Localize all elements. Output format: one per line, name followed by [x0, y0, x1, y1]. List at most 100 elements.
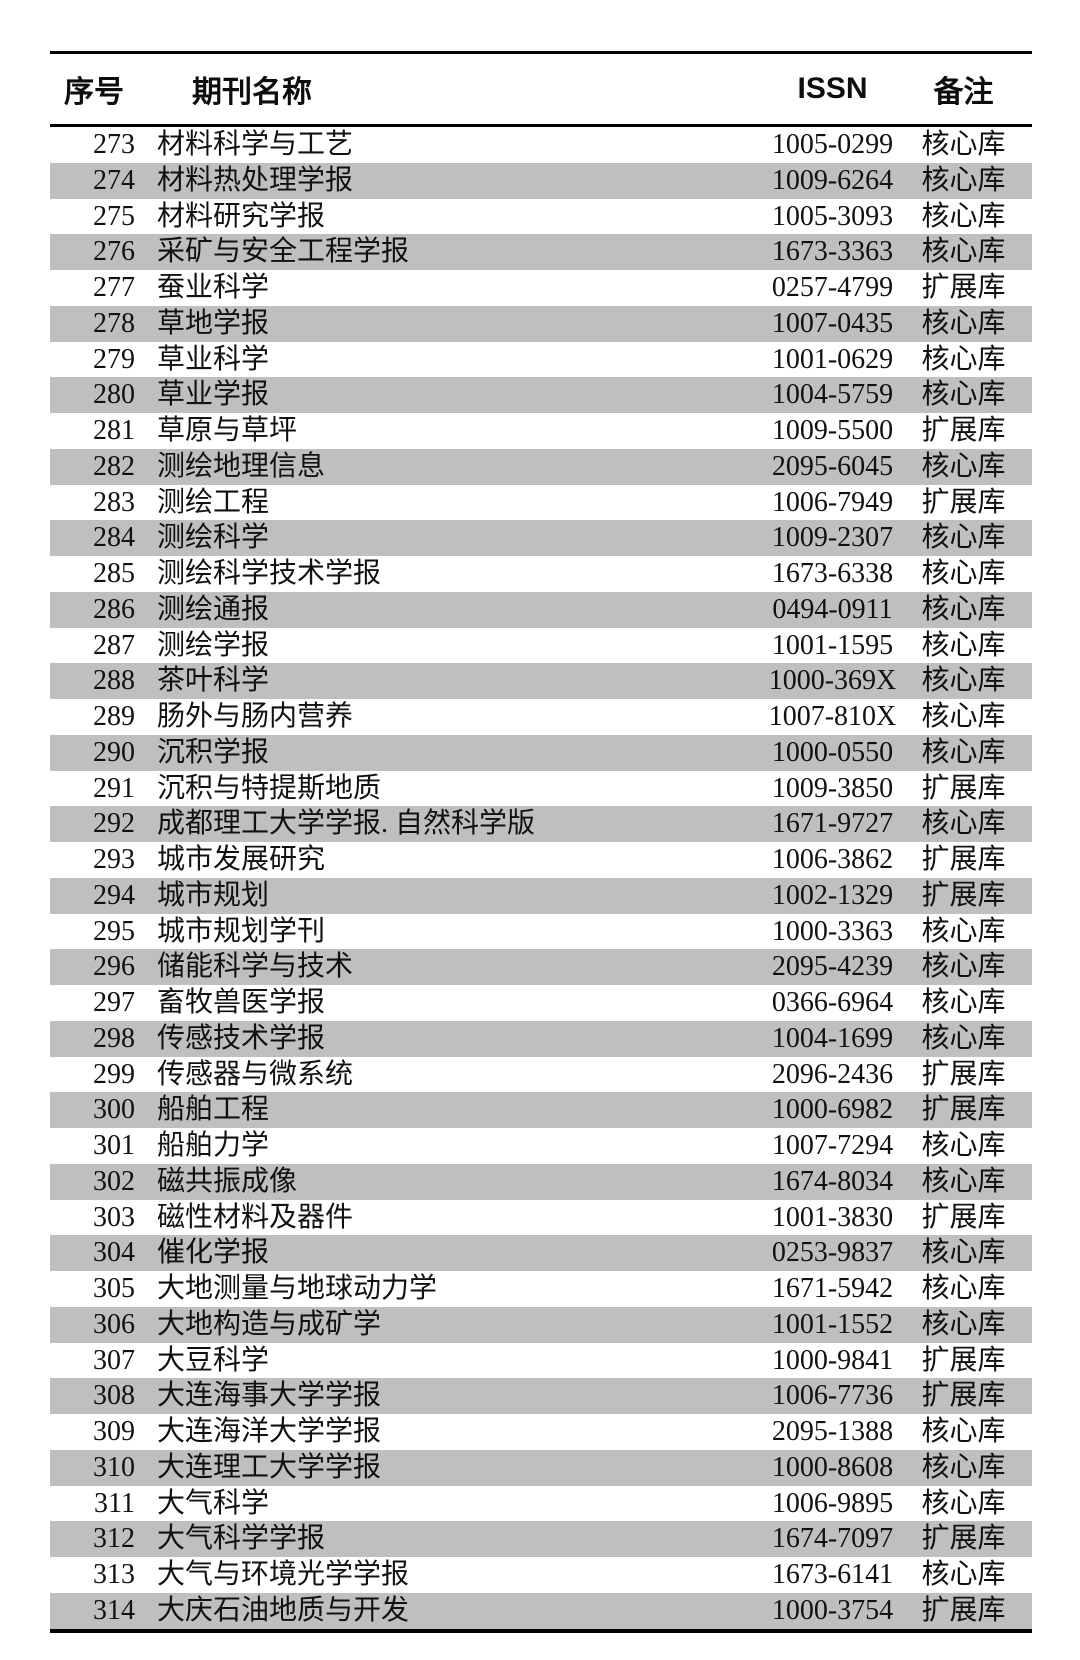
remark-value: 扩展库 — [921, 879, 1006, 911]
remark-value: 核心库 — [921, 379, 1006, 411]
row-number: 287 — [93, 629, 135, 661]
remark-value: 核心库 — [921, 558, 1006, 589]
row-number: 276 — [93, 236, 135, 268]
row-number: 295 — [93, 915, 135, 947]
remark-value: 扩展库 — [921, 1058, 1006, 1090]
remark-value: 核心库 — [921, 1416, 1006, 1447]
issn-value: 1006-7736 — [771, 1380, 894, 1412]
journal-name: 茶叶科学 — [157, 665, 270, 697]
journal-name: 船舶工程 — [157, 1094, 270, 1126]
journal-name: 肠外与肠内营养 — [157, 701, 354, 732]
remark-value: 核心库 — [921, 736, 1006, 768]
row-number: 284 — [93, 522, 135, 554]
column-header-remark: 备注 — [933, 76, 994, 109]
row-number: 314 — [93, 1594, 135, 1626]
issn-value: 1671-5942 — [771, 1273, 894, 1304]
row-number: 303 — [93, 1201, 135, 1233]
row-number: 275 — [93, 200, 135, 232]
remark-value: 核心库 — [921, 164, 1006, 196]
row-number: 306 — [93, 1308, 135, 1340]
row-number: 301 — [93, 1130, 135, 1161]
issn-value: 1004-1699 — [771, 1022, 894, 1054]
remark-value: 核心库 — [921, 307, 1006, 339]
row-number: 308 — [93, 1380, 135, 1412]
issn-value: 1006-9895 — [771, 1487, 894, 1519]
row-number: 279 — [93, 343, 135, 375]
table-body: 273 材料科学与工艺 1005-0299 核心库 274 材料热处理学报 10… — [50, 127, 1032, 1633]
row-number: 299 — [93, 1058, 135, 1090]
issn-value: 1006-3862 — [771, 844, 894, 875]
table-row: 282 测绘地理信息 2095-6045 核心库 — [50, 448, 1032, 485]
table-row: 313 大气与环境光学学报 1673-6141 核心库 — [50, 1557, 1032, 1593]
issn-value: 1006-7949 — [771, 486, 894, 518]
remark-value: 核心库 — [921, 450, 1006, 482]
journal-name: 船舶力学 — [157, 1130, 270, 1161]
row-number: 304 — [93, 1237, 135, 1269]
journal-name: 沉积与特提斯地质 — [157, 772, 382, 804]
table-row: 276 采矿与安全工程学报 1673-3363 核心库 — [50, 234, 1032, 270]
journal-name: 测绘通报 — [157, 593, 270, 625]
table-row: 314 大庆石油地质与开发 1000-3754 扩展库 — [50, 1592, 1032, 1629]
remark-value: 核心库 — [921, 808, 1006, 840]
journal-name: 材料研究学报 — [157, 200, 326, 232]
remark-value: 核心库 — [921, 629, 1006, 661]
issn-value: 2095-6045 — [771, 450, 894, 482]
journal-name: 大气科学学报 — [157, 1523, 326, 1555]
remark-value: 核心库 — [921, 1273, 1006, 1304]
journal-list-table: 序号 期刊名称 ISSN 备注 273 材料科学与工艺 1005-0299 核心… — [50, 51, 1032, 1633]
row-number: 313 — [93, 1559, 135, 1590]
remark-value: 核心库 — [921, 343, 1006, 375]
journal-name: 测绘科学技术学报 — [157, 558, 382, 589]
table-row: 280 草业学报 1004-5759 核心库 — [50, 377, 1032, 413]
row-number: 312 — [93, 1523, 135, 1555]
table-row: 281 草原与草坪 1009-5500 扩展库 — [50, 413, 1032, 449]
journal-name: 大地构造与成矿学 — [157, 1308, 382, 1340]
remark-value: 核心库 — [921, 987, 1006, 1018]
row-number: 281 — [93, 415, 135, 446]
issn-value: 1005-0299 — [771, 129, 894, 160]
row-number: 280 — [93, 379, 135, 411]
journal-name: 城市发展研究 — [157, 844, 326, 875]
issn-value: 1000-9841 — [771, 1344, 894, 1376]
row-number: 302 — [93, 1165, 135, 1197]
journal-name: 城市规划 — [157, 879, 270, 911]
remark-value: 核心库 — [921, 1559, 1006, 1590]
row-number: 283 — [93, 486, 135, 518]
issn-value: 0257-4799 — [771, 272, 894, 303]
table-row: 311 大气科学 1006-9895 核心库 — [50, 1485, 1032, 1522]
journal-name: 磁性材料及器件 — [157, 1201, 354, 1233]
row-number: 310 — [93, 1451, 135, 1483]
journal-name: 畜牧兽医学报 — [157, 987, 326, 1018]
row-number: 294 — [93, 879, 135, 911]
issn-value: 0494-0911 — [772, 593, 893, 625]
issn-value: 1009-2307 — [771, 522, 894, 554]
issn-value: 1005-3093 — [771, 200, 894, 232]
row-number: 311 — [94, 1487, 135, 1519]
row-number: 282 — [93, 450, 135, 482]
row-number: 286 — [93, 593, 135, 625]
remark-value: 核心库 — [921, 665, 1006, 697]
remark-value: 核心库 — [921, 1237, 1006, 1269]
row-number: 300 — [93, 1094, 135, 1126]
table-row: 293 城市发展研究 1006-3862 扩展库 — [50, 842, 1032, 878]
table-row: 294 城市规划 1002-1329 扩展库 — [50, 877, 1032, 914]
table-row: 278 草地学报 1007-0435 核心库 — [50, 305, 1032, 342]
remark-value: 扩展库 — [921, 772, 1006, 804]
row-number: 285 — [93, 558, 135, 589]
journal-name: 大庆石油地质与开发 — [157, 1594, 410, 1626]
table-row: 303 磁性材料及器件 1001-3830 扩展库 — [50, 1199, 1032, 1236]
remark-value: 核心库 — [921, 1308, 1006, 1340]
row-number: 296 — [93, 951, 135, 983]
journal-name: 催化学报 — [157, 1237, 270, 1269]
journal-name: 大连理工大学学报 — [157, 1451, 382, 1483]
journal-name: 大连海事大学学报 — [157, 1380, 382, 1412]
issn-value: 1674-7097 — [771, 1523, 894, 1555]
issn-value: 1007-0435 — [771, 307, 894, 339]
table-row: 307 大豆科学 1000-9841 扩展库 — [50, 1342, 1032, 1379]
row-number: 273 — [93, 129, 135, 160]
remark-value: 核心库 — [921, 701, 1006, 732]
table-row: 287 测绘学报 1001-1595 核心库 — [50, 627, 1032, 664]
issn-value: 1001-1595 — [771, 629, 894, 661]
journal-name: 测绘地理信息 — [157, 450, 326, 482]
